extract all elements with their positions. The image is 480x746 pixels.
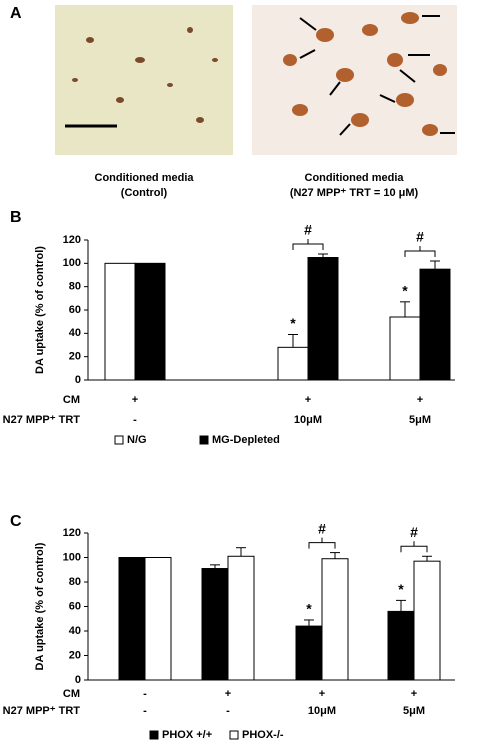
significance-mark: *: [306, 601, 312, 617]
bar: [201, 568, 229, 681]
bar: [134, 262, 166, 381]
cells: [72, 27, 218, 123]
legend-label: PHOX-/-: [242, 729, 284, 741]
panel-a-images: [55, 5, 457, 155]
bracket: [308, 537, 336, 549]
panel-label: B: [10, 209, 22, 226]
legend-label: PHOX +/+: [162, 729, 212, 741]
bracket-label: #: [304, 222, 312, 238]
bar: [389, 316, 421, 381]
row-label: N27 MPP⁺ TRT: [3, 414, 81, 426]
bracket-label: #: [416, 229, 424, 245]
row-value: -: [143, 688, 147, 700]
bar: [413, 560, 441, 681]
bar: [227, 555, 255, 681]
y-tick-label: 60: [69, 600, 81, 612]
bar: [387, 610, 415, 681]
caption: (Control): [121, 187, 168, 199]
significance-mark: *: [398, 581, 404, 597]
y-tick-label: 120: [63, 234, 81, 246]
bracket: [404, 246, 436, 257]
row-value: +: [417, 394, 423, 406]
row-label: CM: [63, 394, 80, 406]
bar: [277, 346, 309, 381]
y-axis-label: DA uptake (% of control): [34, 542, 46, 670]
bracket: [400, 541, 428, 553]
row-value: +: [319, 688, 325, 700]
bracket: [292, 239, 324, 250]
row-value: +: [305, 394, 311, 406]
panel-label: A: [10, 5, 22, 22]
row-value: 10μM: [294, 414, 322, 426]
row-value: -: [143, 705, 147, 717]
legend-swatch: [114, 435, 124, 445]
legend-swatch: [229, 730, 239, 740]
row-value: +: [132, 394, 138, 406]
bracket-label: #: [410, 524, 418, 540]
y-axis-label: DA uptake (% of control): [34, 246, 46, 374]
row-value: +: [225, 688, 231, 700]
legend-label: N/G: [127, 434, 147, 446]
bar: [307, 257, 339, 381]
row-value: 5μM: [403, 705, 425, 717]
y-tick-label: 20: [69, 649, 81, 661]
panel-label: C: [10, 513, 22, 530]
micrograph-control: [55, 5, 233, 155]
significance-mark: *: [290, 315, 296, 331]
y-tick-label: 20: [69, 351, 81, 363]
significance-mark: *: [402, 283, 408, 299]
bar: [144, 557, 172, 681]
y-tick-label: 120: [63, 527, 81, 539]
caption: Conditioned media: [305, 172, 405, 184]
row-value: +: [411, 688, 417, 700]
y-tick-label: 0: [75, 674, 81, 686]
y-tick-label: 100: [63, 551, 81, 563]
legend-swatch: [199, 435, 209, 445]
caption: (N27 MPP⁺ TRT = 10 μM): [290, 187, 419, 199]
y-tick-label: 100: [63, 257, 81, 269]
y-tick-label: 80: [69, 281, 81, 293]
arrows: [299, 15, 455, 136]
caption: Conditioned media: [95, 172, 195, 184]
y-tick-label: 60: [69, 304, 81, 316]
cells: [283, 12, 447, 136]
y-tick-label: 80: [69, 576, 81, 588]
y-tick-label: 40: [69, 625, 81, 637]
bar: [321, 558, 349, 681]
row-value: -: [226, 705, 230, 717]
legend-swatch: [149, 730, 159, 740]
bracket-label: #: [318, 520, 326, 536]
y-tick-label: 40: [69, 327, 81, 339]
bar: [419, 268, 451, 381]
bar: [295, 625, 323, 681]
row-label: N27 MPP⁺ TRT: [3, 705, 81, 717]
bar: [118, 557, 146, 681]
row-value: 5μM: [409, 414, 431, 426]
row-value: 10μM: [308, 705, 336, 717]
row-value: -: [133, 414, 137, 426]
y-tick-label: 0: [75, 374, 81, 386]
row-label: CM: [63, 688, 80, 700]
bar: [104, 262, 136, 381]
legend-label: MG-Depleted: [212, 434, 280, 446]
